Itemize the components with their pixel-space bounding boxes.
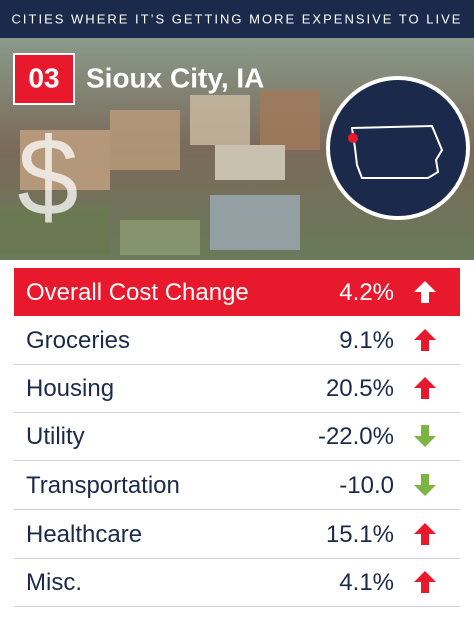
- table-row: Transportation -10.0: [14, 461, 460, 510]
- rank: 03: [28, 62, 59, 93]
- down-arrow: [414, 474, 436, 496]
- up-arrow: [414, 523, 436, 545]
- row-value: 15.1%: [325, 521, 394, 548]
- city-dot: [348, 133, 358, 143]
- row-label: Housing: [26, 375, 115, 402]
- table-row: Groceries 9.1%: [14, 316, 460, 365]
- row-label: Overall Cost Change: [26, 279, 249, 306]
- row-label: Utility: [26, 423, 85, 450]
- rank-box: [13, 53, 75, 105]
- row-value: 4.1%: [339, 569, 394, 596]
- down-arrow: [414, 425, 436, 447]
- row-value: 20.5%: [325, 375, 394, 402]
- up-arrow: [414, 329, 436, 351]
- title-bar: [0, 0, 474, 38]
- state-outline: [350, 124, 444, 179]
- table-row: Misc. 4.1%: [14, 558, 460, 607]
- table-row: Housing 20.5%: [14, 364, 460, 413]
- row-value: -22.0%: [317, 423, 394, 450]
- up-arrow: [414, 281, 436, 303]
- up-arrow: [414, 571, 436, 593]
- table-row: Healthcare 15.1%: [14, 510, 460, 559]
- row-label: Misc.: [26, 569, 82, 596]
- map-badge: [326, 76, 470, 220]
- row-value: -10.0: [339, 472, 394, 499]
- table-row: Overall Cost Change 4.2%: [14, 268, 460, 316]
- up-arrow: [414, 377, 436, 399]
- dollar-icon: $: [17, 116, 78, 239]
- table-row: Utility -22.0%: [14, 412, 460, 461]
- row-label: Transportation: [26, 472, 180, 499]
- header-graphic: CITIES WHERE IT’S GETTING MORE EXPENSIVE…: [0, 0, 474, 260]
- row-label: Healthcare: [26, 521, 143, 548]
- row-value: 4.2%: [339, 279, 394, 306]
- city: Sioux City, IA: [86, 62, 264, 93]
- title: CITIES WHERE IT’S GETTING MORE EXPENSIVE…: [12, 11, 463, 26]
- row-value: 9.1%: [339, 327, 394, 354]
- row-label: Groceries: [26, 327, 131, 354]
- buildings: [0, 90, 320, 255]
